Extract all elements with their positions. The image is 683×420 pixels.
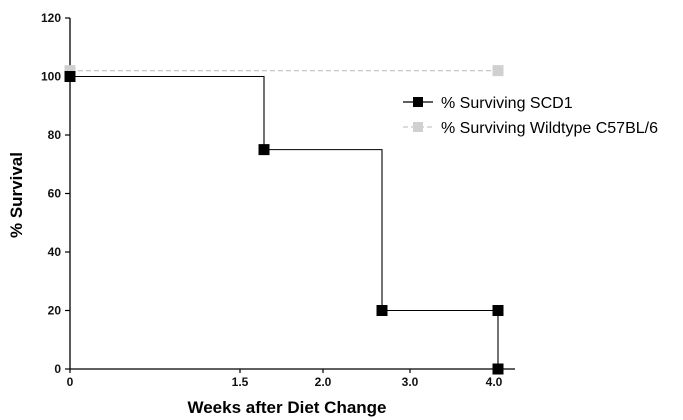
series-layer	[64, 65, 504, 375]
data-point	[492, 305, 504, 316]
data-point	[492, 65, 504, 77]
legend-item: % Surviving Wildtype C57BL/6	[403, 120, 658, 137]
legend-marker	[413, 122, 423, 132]
legend-marker	[413, 97, 423, 107]
y-tick-label: 80	[48, 128, 62, 142]
data-point	[492, 363, 504, 375]
x-tick-labels: 0 1.5 2.0 3.0 4.0	[67, 375, 503, 389]
legend-label: % Surviving SCD1	[441, 95, 573, 112]
series-scd1	[64, 71, 504, 375]
data-point	[64, 71, 76, 82]
y-tick-label: 0	[54, 362, 61, 376]
data-point	[258, 144, 270, 156]
y-tick-label: 20	[48, 304, 62, 318]
series-line	[70, 75, 499, 369]
x-tick-label: 3.0	[402, 375, 419, 389]
legend-item: % Surviving SCD1	[403, 95, 573, 112]
x-tick-label: 0	[67, 375, 74, 389]
data-point	[376, 305, 388, 316]
x-tick-label: 2.0	[315, 375, 332, 389]
y-tick-label: 120	[41, 11, 61, 25]
y-tick-labels: 0 20 40 60 80 100 120	[41, 11, 61, 376]
series-wildtype	[64, 65, 504, 77]
x-tick-label: 4.0	[486, 375, 503, 389]
y-tick-label: 60	[48, 187, 62, 201]
y-tick-label: 40	[48, 245, 62, 259]
legend-label: % Surviving Wildtype C57BL/6	[441, 120, 658, 137]
x-tick-label: 1.5	[232, 375, 249, 389]
y-tick-label: 100	[41, 70, 61, 84]
legend: % Surviving SCD1 % Surviving Wildtype C57…	[403, 95, 658, 137]
y-axis-title: % Survival	[7, 152, 26, 238]
x-axis-title: Weeks after Diet Change	[187, 398, 386, 417]
